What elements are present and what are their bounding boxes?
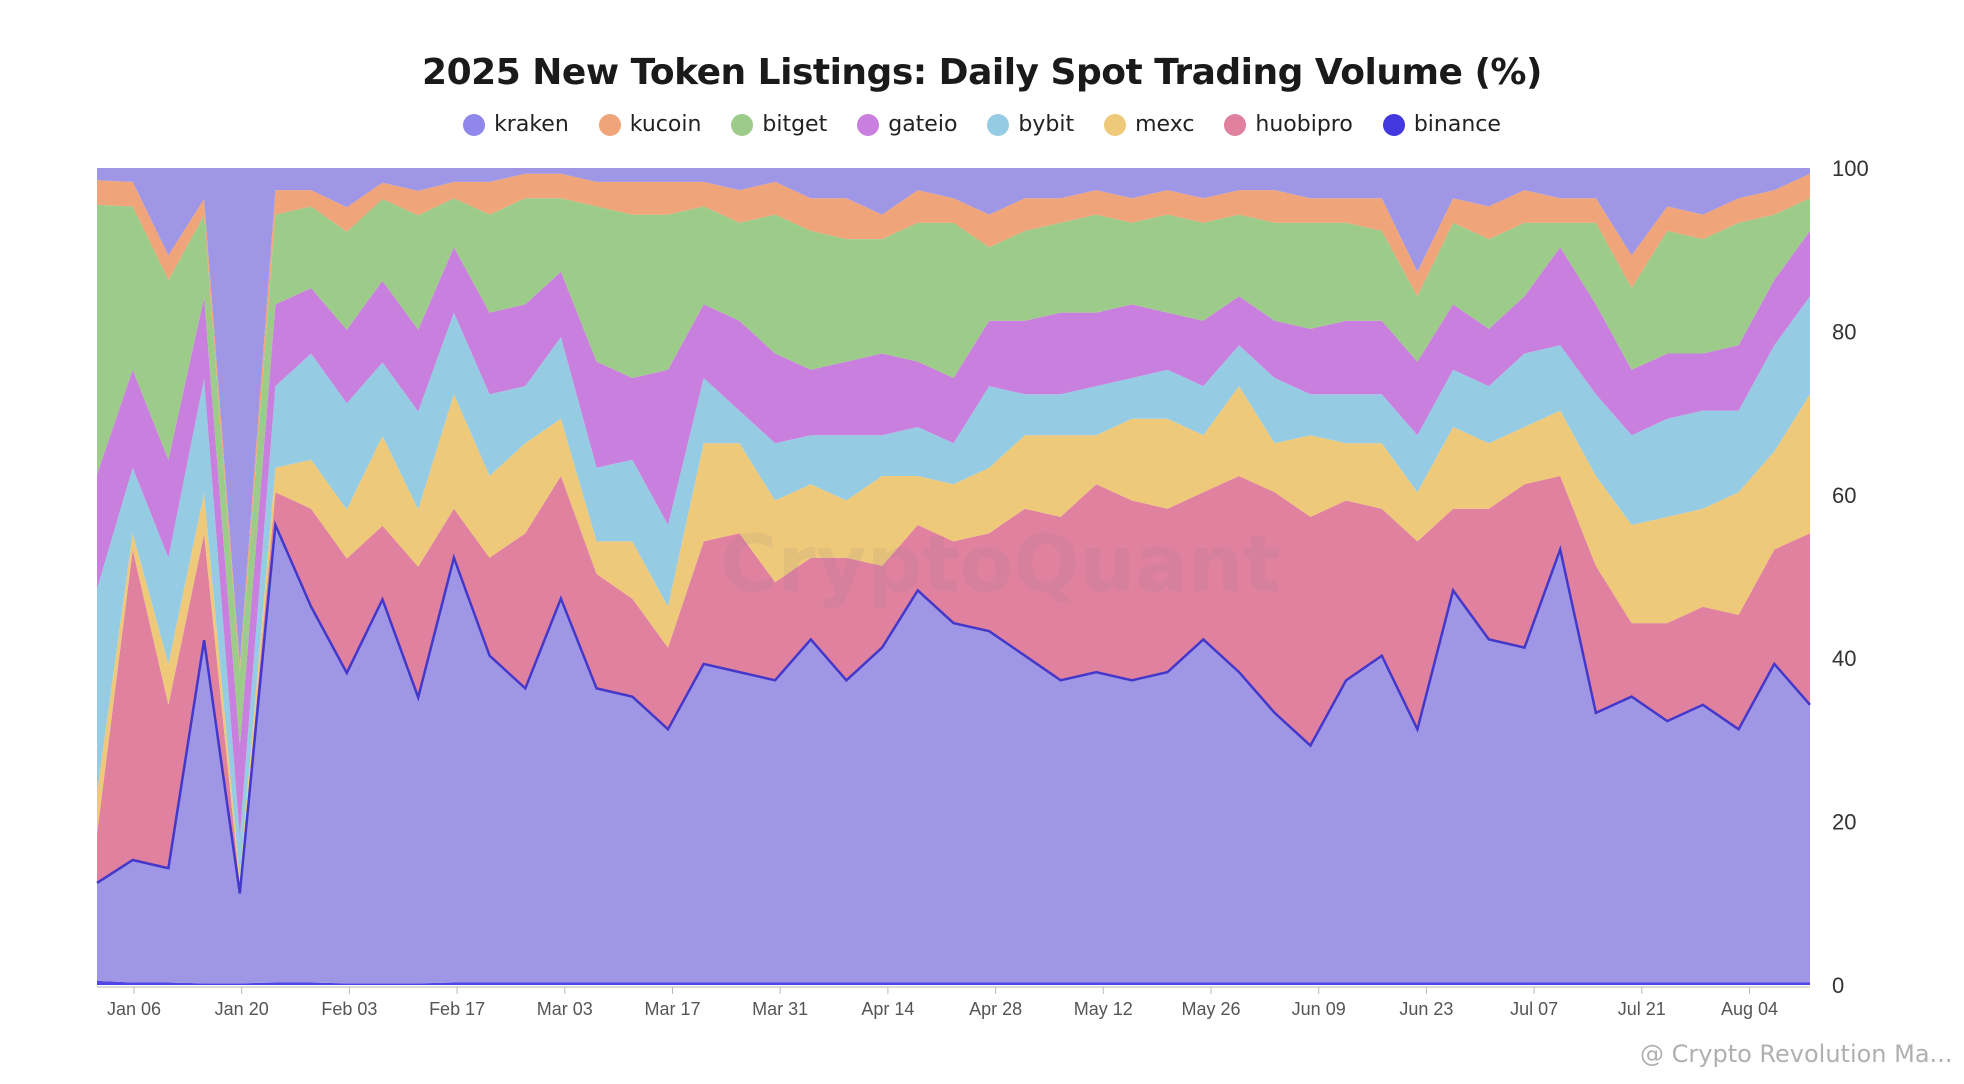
legend-item-kraken[interactable]: kraken (463, 112, 569, 137)
area-huobipro[interactable] (97, 476, 1810, 894)
x-tick-label: Aug 04 (1721, 999, 1778, 1019)
x-tick-label: Feb 03 (321, 999, 377, 1019)
x-tick-label: Mar 17 (644, 999, 700, 1019)
y-tick-label: 100 (1832, 156, 1869, 181)
line-binance-boundary (96, 520, 1811, 894)
legend-item-bybit[interactable]: bybit (987, 112, 1074, 137)
footer-credit: @ Crypto Revolution Ma... (1640, 1040, 1953, 1068)
y-tick-label: 40 (1832, 646, 1856, 671)
series-lines-group (96, 520, 1811, 894)
legend-swatch-huobipro (1224, 113, 1247, 136)
legend-swatch-kucoin (598, 113, 621, 136)
x-tick-label: May 12 (1074, 999, 1133, 1019)
legend-label-huobipro: huobipro (1255, 112, 1353, 137)
x-tick-label: Apr 14 (861, 999, 914, 1019)
legend-label-mexc: mexc (1135, 112, 1195, 137)
area-bitget[interactable] (97, 198, 1810, 747)
legend-label-bitget: bitget (762, 112, 828, 137)
x-tick-label: Apr 28 (969, 999, 1022, 1019)
legend-item-huobipro[interactable]: huobipro (1224, 112, 1353, 137)
x-tick-label: Jun 09 (1292, 999, 1346, 1019)
area-bybit[interactable] (97, 296, 1810, 878)
legend-label-bybit: bybit (1018, 112, 1075, 137)
area-mexc[interactable] (97, 386, 1810, 886)
x-tick-label: Jul 07 (1510, 999, 1558, 1019)
legend-item-bitget[interactable]: bitget (731, 112, 827, 137)
area-series-group (97, 168, 1810, 985)
x-tick-label: Mar 31 (752, 999, 808, 1019)
x-tick-label: Jun 23 (1399, 999, 1453, 1019)
legend-swatch-binance (1382, 113, 1405, 136)
legend-swatch-bitget (731, 113, 754, 136)
area-gateio[interactable] (97, 230, 1810, 837)
y-axis: 0 20 40 60 80 100 (1832, 156, 1869, 998)
chart-title: 2025 New Token Listings: Daily Spot Trad… (422, 52, 1542, 93)
legend-label-kraken: kraken (494, 112, 569, 137)
x-tick-label: May 26 (1181, 999, 1240, 1019)
area-kraken_top[interactable] (97, 168, 1810, 665)
legend-item-kucoin[interactable]: kucoin (598, 112, 702, 137)
legend-label-binance: binance (1413, 112, 1501, 137)
legend-item-mexc[interactable]: mexc (1104, 112, 1194, 137)
legend-swatch-gateio (857, 113, 880, 136)
area-kraken[interactable] (97, 525, 1810, 984)
legend-swatch-mexc (1104, 113, 1127, 136)
y-tick-label: 0 (1832, 973, 1844, 998)
x-tick-label: Mar 03 (537, 999, 593, 1019)
x-tick-label: Jul 21 (1618, 999, 1666, 1019)
x-tick-label: Jan 20 (215, 999, 269, 1019)
legend-item-binance[interactable]: binance (1382, 112, 1501, 137)
legend-swatch-bybit (987, 113, 1010, 136)
x-tick-label: Jan 06 (107, 999, 161, 1019)
x-axis: Jan 06 Jan 20 Feb 03 Feb 17 Mar 03 Mar 17 Mar … (97, 986, 1810, 1019)
x-tick-label: Feb 17 (429, 999, 485, 1019)
y-tick-label: 80 (1832, 319, 1856, 344)
legend-swatch-kraken (463, 113, 486, 136)
legend-label-gateio: gateio (888, 112, 958, 137)
area-binance[interactable] (97, 980, 1810, 985)
y-tick-label: 20 (1832, 810, 1856, 835)
legend-item-gateio[interactable]: gateio (857, 112, 957, 137)
chart-legend: kraken kucoin bitget gateio bybit mexc huobipr… (0, 112, 1964, 137)
y-tick-label: 60 (1832, 483, 1856, 508)
legend-label-kucoin: kucoin (629, 112, 702, 137)
